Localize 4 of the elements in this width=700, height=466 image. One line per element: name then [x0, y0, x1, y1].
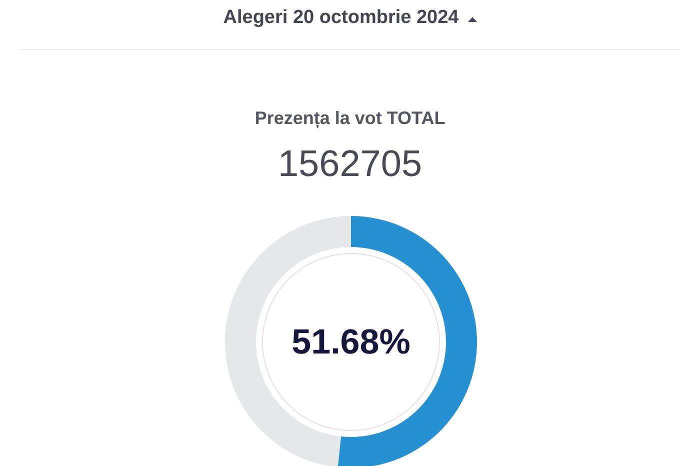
- text: 1562705: [278, 143, 422, 184]
- chart-subtitle: Prezența la vot TOTAL: [254, 108, 446, 129]
- chart-title: Alegeri 20 octombrie 2024: [223, 7, 459, 29]
- data-label: 51.68%: [292, 322, 410, 362]
